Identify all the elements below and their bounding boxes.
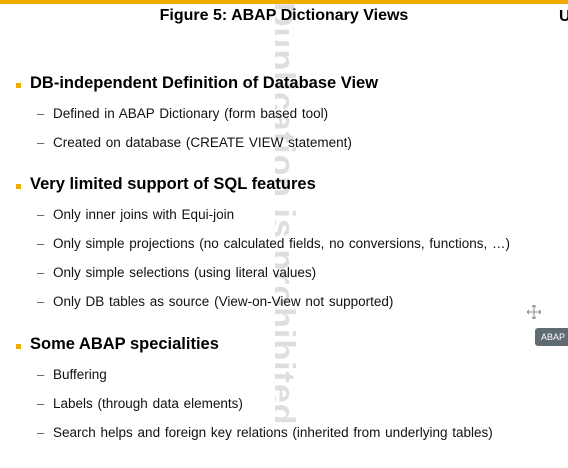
bullet-heading: Very limited support of SQL features bbox=[0, 175, 568, 199]
list-item-text: Search helps and foreign key relations (… bbox=[53, 425, 493, 440]
dash-icon: – bbox=[37, 265, 45, 280]
list-item: – Only DB tables as source (View-on-View… bbox=[0, 294, 568, 323]
top-accent-bar bbox=[0, 0, 568, 4]
list-item-text: Buffering bbox=[53, 367, 107, 382]
section-sql-features: Very limited support of SQL features – O… bbox=[0, 175, 568, 323]
list-item-text: Only DB tables as source (View-on-View n… bbox=[53, 294, 394, 309]
list-item: – Only simple projections (no calculated… bbox=[0, 236, 568, 265]
list-item-text: Only simple selections (using literal va… bbox=[53, 265, 317, 280]
dash-icon: – bbox=[37, 207, 45, 222]
bullet-heading: Some ABAP specialities bbox=[0, 335, 568, 359]
list-item: – Created on database (CREATE VIEW state… bbox=[0, 135, 568, 164]
section-heading: DB-independent Definition of Database Vi… bbox=[30, 74, 379, 92]
section-abap-specialities: Some ABAP specialities – Buffering – Lab… bbox=[0, 335, 568, 454]
list-item: – Only simple selections (using literal … bbox=[0, 265, 568, 294]
bullet-heading: DB-independent Definition of Database Vi… bbox=[0, 74, 568, 98]
dash-icon: – bbox=[37, 135, 45, 150]
list-item: – Search helps and foreign key relations… bbox=[0, 425, 568, 454]
list-item-text: Defined in ABAP Dictionary (form based t… bbox=[53, 106, 329, 121]
section-heading: Very limited support of SQL features bbox=[30, 175, 316, 193]
dash-icon: – bbox=[37, 106, 45, 121]
list-item-text: Only inner joins with Equi-join bbox=[53, 207, 235, 222]
dash-icon: – bbox=[37, 396, 45, 411]
dash-icon: – bbox=[37, 425, 45, 440]
list-item-text: Created on database (CREATE VIEW stateme… bbox=[53, 135, 352, 150]
dash-icon: – bbox=[37, 236, 45, 251]
list-item-text: Only simple projections (no calculated f… bbox=[53, 236, 510, 251]
bullet-square-icon bbox=[16, 184, 21, 189]
list-item-text: Labels (through data elements) bbox=[53, 396, 243, 411]
list-item: – Only inner joins with Equi-join bbox=[0, 207, 568, 236]
bullet-square-icon bbox=[16, 83, 21, 88]
section-db-independent: DB-independent Definition of Database Vi… bbox=[0, 74, 568, 164]
list-item: – Defined in ABAP Dictionary (form based… bbox=[0, 106, 568, 135]
dash-icon: – bbox=[37, 294, 45, 309]
tooltip: ABAP D bbox=[535, 328, 568, 346]
section-heading: Some ABAP specialities bbox=[30, 335, 219, 353]
page-title: Figure 5: ABAP Dictionary Views bbox=[159, 7, 409, 24]
list-item: – Buffering bbox=[0, 367, 568, 396]
dash-icon: – bbox=[37, 367, 45, 382]
bullet-square-icon bbox=[16, 344, 21, 349]
move-cursor-icon bbox=[527, 305, 541, 319]
cropped-title-letter: U bbox=[559, 8, 568, 25]
list-item: – Labels (through data elements) bbox=[0, 396, 568, 425]
